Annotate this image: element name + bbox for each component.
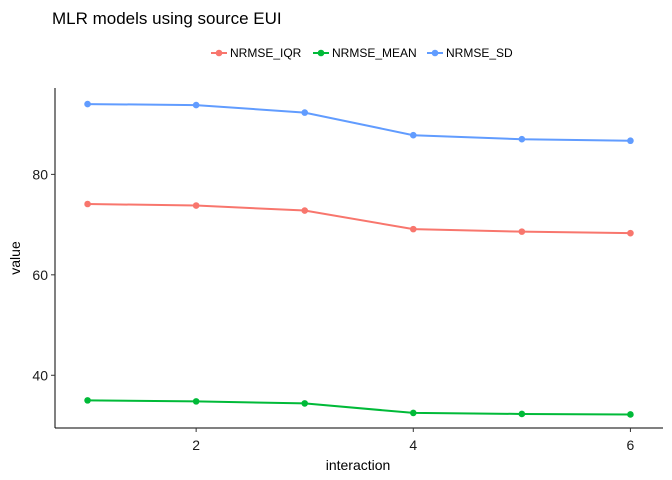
data-point xyxy=(301,207,309,214)
data-point xyxy=(627,137,634,145)
legend-item-nrmse-sd: NRMSE_SD xyxy=(427,46,513,60)
series-line xyxy=(87,203,631,235)
y-tick-label: 80 xyxy=(32,166,48,182)
series-nrmse-mean xyxy=(84,397,634,418)
legend-label: NRMSE_MEAN xyxy=(332,46,417,60)
data-point xyxy=(192,202,200,209)
series-line xyxy=(87,103,631,142)
data-point xyxy=(409,409,417,417)
data-point xyxy=(627,411,634,418)
legend-item-nrmse-mean: NRMSE_MEAN xyxy=(313,46,417,60)
legend-key-point xyxy=(317,49,325,57)
series-line xyxy=(87,399,631,416)
data-point xyxy=(518,135,526,143)
x-tick-label: 4 xyxy=(409,437,417,453)
series-group xyxy=(84,100,634,418)
legend-item-nrmse-iqr: NRMSE_IQR xyxy=(211,46,302,60)
y-tick-label: 60 xyxy=(32,267,48,283)
x-ticks: 2 4 6 xyxy=(192,428,635,453)
data-point xyxy=(192,101,200,109)
legend-key-point xyxy=(431,49,439,57)
data-point xyxy=(84,100,91,108)
data-point xyxy=(409,225,417,233)
x-axis-title: interaction xyxy=(326,457,391,473)
data-point xyxy=(518,228,526,235)
data-point xyxy=(84,397,91,404)
plot-area: 40 60 80 2 4 6 xyxy=(32,88,663,453)
y-axis-title: value xyxy=(7,241,23,275)
x-tick-label: 6 xyxy=(627,437,635,453)
series-nrmse-sd xyxy=(84,100,634,145)
data-point xyxy=(627,229,634,237)
data-point xyxy=(192,398,200,405)
legend-label: NRMSE_IQR xyxy=(230,46,302,60)
legend-label: NRMSE_SD xyxy=(446,46,513,60)
data-point xyxy=(84,200,91,208)
data-point xyxy=(301,400,309,407)
data-point xyxy=(518,410,526,418)
y-ticks: 40 60 80 xyxy=(32,166,55,383)
legend: NRMSE_IQR NRMSE_MEAN NRMSE_SD xyxy=(211,46,513,60)
data-point xyxy=(301,109,309,116)
legend-key-point xyxy=(215,49,223,57)
chart-title: MLR models using source EUI xyxy=(52,9,282,28)
data-point xyxy=(409,131,417,139)
y-tick-label: 40 xyxy=(32,367,48,383)
series-nrmse-iqr xyxy=(84,200,634,237)
x-tick-label: 2 xyxy=(192,437,200,453)
